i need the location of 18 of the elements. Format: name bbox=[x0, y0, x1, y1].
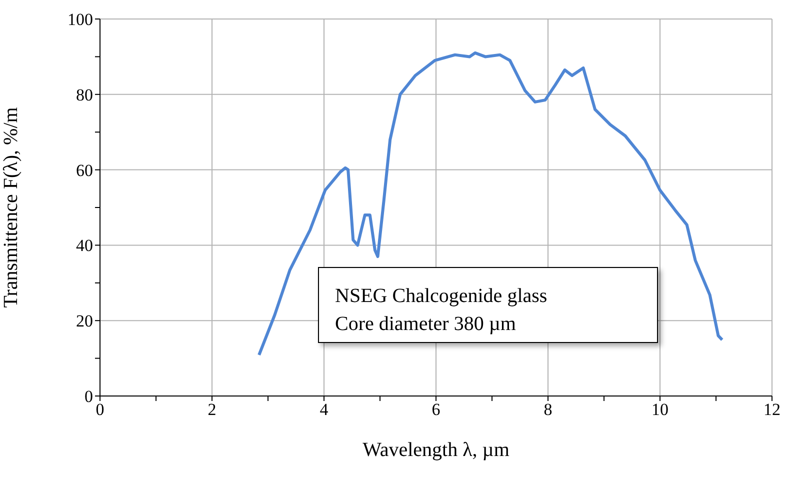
y-axis-title: Transmittence F(λ), %/m bbox=[0, 106, 22, 308]
x-tick-label: 2 bbox=[208, 400, 216, 420]
annotation: Core diameter 380 µm bbox=[335, 312, 517, 337]
x-tick-label: 8 bbox=[544, 400, 552, 420]
x-tick-label: 12 bbox=[764, 400, 780, 420]
annotation: NSEG Chalcogenide glass bbox=[335, 284, 548, 309]
y-tick-label: 100 bbox=[68, 10, 93, 30]
line-series bbox=[258, 51, 724, 356]
x-axis-title: Wavelength λ, µm bbox=[362, 439, 510, 461]
y-tick-label: 40 bbox=[76, 236, 93, 256]
text-box: NSEG Chalcogenide glass Core diameter 380 µm bbox=[318, 267, 658, 343]
x-tick-label: 4 bbox=[320, 400, 329, 420]
y-tick-label: 0 bbox=[84, 387, 93, 406]
y-tick-label: 20 bbox=[76, 312, 93, 331]
y-tick-label: 60 bbox=[76, 160, 93, 180]
x-tick-label: 10 bbox=[652, 400, 668, 420]
y-tick-label: 80 bbox=[76, 85, 93, 104]
x-tick-label: 6 bbox=[432, 400, 440, 420]
